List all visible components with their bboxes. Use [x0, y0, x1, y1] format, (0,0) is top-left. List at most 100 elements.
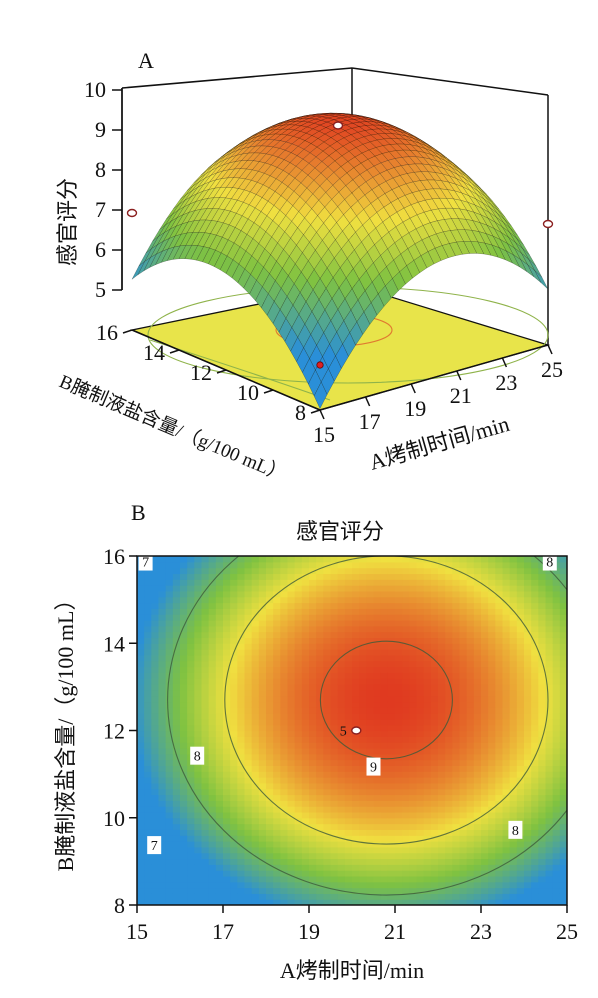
heat-cell: [416, 899, 425, 905]
heat-cell: [395, 736, 403, 743]
heat-cell: [538, 765, 547, 772]
heat-cell: [330, 713, 339, 720]
heat-cell: [488, 602, 496, 609]
heat-cell: [172, 666, 181, 673]
heat-cell: [237, 695, 246, 703]
heat-cell: [223, 846, 231, 854]
heat-cell: [531, 689, 539, 697]
heat-cell: [524, 730, 532, 737]
heat-cell: [495, 893, 504, 900]
heat-cell: [158, 811, 167, 819]
heat-cell: [230, 672, 238, 679]
heat-cell: [201, 683, 210, 691]
heat-cell: [445, 556, 453, 563]
heat-cell: [509, 678, 518, 685]
heat-cell: [524, 759, 532, 766]
heat-cell: [402, 602, 410, 609]
heat-cell: [230, 875, 238, 883]
heat-cell: [352, 893, 360, 900]
heat-cell: [251, 794, 260, 801]
heat-cell: [352, 777, 360, 784]
heat-cell: [488, 660, 496, 668]
heat-cell: [223, 643, 231, 650]
heat-cell: [516, 596, 525, 604]
heat-cell: [337, 619, 346, 627]
heat-cell: [466, 858, 475, 865]
heat-cell: [301, 852, 310, 860]
heat-cell: [201, 689, 210, 697]
heat-cell: [237, 887, 246, 894]
heat-cell: [172, 567, 181, 575]
heat-cell: [266, 614, 274, 621]
heat-cell: [473, 765, 482, 772]
heat-cell: [488, 701, 496, 708]
heat-cell: [172, 811, 181, 819]
heat-cell: [430, 747, 439, 755]
heat-cell: [430, 875, 439, 883]
heat-cell: [481, 695, 489, 703]
heat-cell: [430, 573, 439, 580]
heat-cell: [244, 573, 253, 580]
heat-cell: [251, 585, 260, 592]
heat-cell: [438, 870, 446, 877]
heat-cell: [352, 718, 360, 726]
heat-cell: [481, 788, 489, 796]
heat-cell: [531, 637, 539, 644]
heat-cell: [309, 852, 317, 860]
heat-cell: [430, 660, 439, 668]
heat-cell: [402, 561, 410, 569]
heat-cell: [251, 666, 260, 673]
y-tick-label: 16: [103, 544, 125, 569]
heat-cell: [524, 596, 532, 604]
heat-cell: [459, 672, 468, 679]
heat-cell: [380, 654, 389, 662]
heat-cell: [531, 695, 539, 703]
heat-cell: [402, 701, 410, 708]
heat-cell: [215, 759, 224, 766]
heat-cell: [294, 579, 303, 586]
heat-cell: [294, 788, 303, 796]
heat-cell: [416, 852, 425, 860]
heat-cell: [301, 689, 310, 697]
heat-cell: [366, 614, 375, 621]
heat-cell: [287, 683, 296, 691]
heat-cell: [194, 858, 203, 865]
heat-cell: [151, 614, 160, 621]
heat-cell: [416, 817, 425, 825]
heat-cell: [531, 625, 539, 633]
design-point: [316, 361, 324, 369]
heat-cell: [516, 765, 525, 772]
heat-cell: [438, 660, 446, 668]
heat-cell: [409, 678, 418, 685]
heat-cell: [438, 893, 446, 900]
heat-cell: [194, 689, 203, 697]
heat-cell: [309, 730, 317, 737]
heat-cell: [473, 590, 482, 598]
heat-cell: [172, 579, 181, 586]
heat-cell: [208, 608, 217, 615]
heat-cell: [337, 782, 346, 790]
heat-cell: [545, 893, 554, 900]
heat-cell: [137, 631, 145, 639]
heat-cell: [280, 683, 289, 691]
heat-cell: [524, 806, 532, 813]
heat-cell: [387, 585, 396, 592]
heat-cell: [323, 806, 332, 813]
heat-cell: [552, 660, 561, 668]
heat-cell: [251, 608, 260, 615]
heat-cell: [187, 660, 195, 668]
heat-cell: [452, 841, 461, 848]
heat-cell: [466, 730, 475, 737]
heat-cell: [416, 718, 425, 726]
heat-cell: [294, 683, 303, 691]
heat-cell: [258, 573, 267, 580]
heat-cell: [273, 753, 281, 761]
heat-cell: [215, 875, 224, 883]
heat-cell: [151, 561, 160, 569]
heat-cell: [309, 788, 317, 796]
heat-cell: [352, 823, 360, 830]
heat-cell: [344, 887, 353, 894]
heat-cell: [402, 683, 410, 691]
heat-cell: [165, 870, 174, 877]
heat-cell: [416, 811, 425, 819]
